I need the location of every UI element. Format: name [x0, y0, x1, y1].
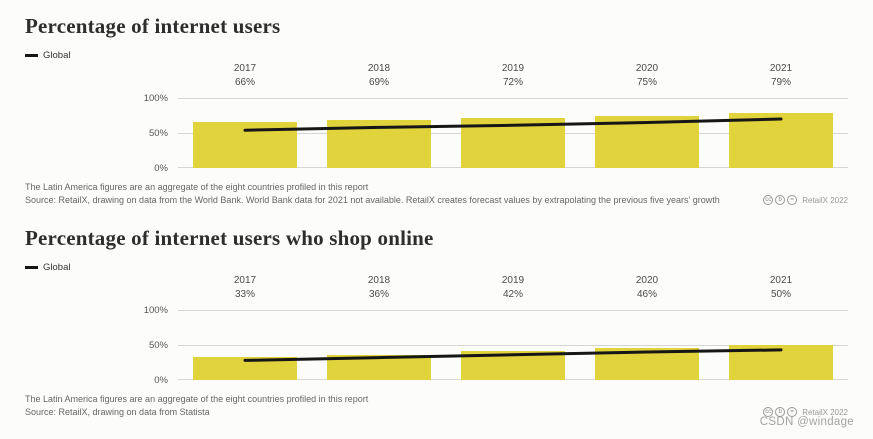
chart-footer: The Latin America figures are an aggrega… [25, 393, 854, 428]
value-label: 46% [636, 289, 657, 300]
year-label: 2019 [501, 275, 525, 286]
column-header: 2020 75% [580, 63, 714, 88]
column-header: 2019 72% [446, 63, 580, 88]
global-line-swatch-icon [25, 265, 38, 269]
year-label: 2017 [233, 63, 257, 74]
credit: cc b = RetailX 2022 [763, 407, 848, 417]
y-axis: 100% 50% 0% [120, 305, 168, 386]
column-headers: 2017 33% 2018 36% 2019 42% 2020 46% 2021 50% [178, 275, 848, 300]
year-label: 2021 [769, 275, 793, 286]
year-label: 2018 [367, 63, 391, 74]
plot-area: 100% 50% 0% [144, 93, 848, 174]
global-trend-line [243, 117, 783, 132]
column-header: 2020 46% [580, 275, 714, 300]
online-shoppers-chart: Percentage of internet users who shop on… [25, 226, 854, 428]
chart-legend: Global [25, 261, 848, 273]
cc-icon: cc [763, 407, 774, 417]
global-trend-line [243, 348, 783, 362]
value-label: 66% [234, 77, 255, 88]
value-label: 36% [368, 289, 389, 300]
y-tick-label: 0% [154, 163, 168, 174]
cc-nd-icon: = [787, 407, 798, 417]
bar-2017 [193, 356, 297, 380]
year-label: 2017 [233, 275, 257, 286]
value-label: 42% [502, 289, 523, 300]
gridline-100 [178, 310, 848, 311]
column-headers: 2017 66% 2018 69% 2019 72% 2020 75% 2021 79% [178, 63, 848, 88]
chart-title: Percentage of internet users who shop on… [25, 226, 434, 250]
column-header: 2021 50% [714, 275, 848, 300]
value-label: 75% [636, 77, 657, 88]
column-header: 2017 33% [178, 275, 312, 300]
value-label: 72% [502, 77, 523, 88]
year-label: 2020 [635, 275, 659, 286]
cc-nd-icon: = [787, 195, 798, 205]
chart-area: 2017 66% 2018 69% 2019 72% 2020 75% 2021 79% 100%… [144, 63, 848, 174]
global-line-swatch-icon [25, 53, 38, 57]
y-tick-label: 50% [148, 128, 168, 139]
legend-label: Global [43, 49, 71, 61]
column-header: 2019 42% [446, 275, 580, 300]
column-header: 2018 69% [312, 63, 446, 88]
y-tick-label: 0% [154, 375, 168, 386]
y-axis: 100% 50% 0% [120, 93, 168, 174]
bar-2021 [729, 112, 833, 168]
cc-by-icon: b [775, 195, 786, 205]
year-label: 2019 [501, 63, 525, 74]
csdn-watermark: CSDN @windage [759, 416, 854, 428]
cc-icon: cc [763, 195, 774, 205]
y-tick-label: 50% [148, 340, 168, 351]
source-note: Source: RetailX, drawing on data from St… [25, 406, 210, 417]
year-label: 2018 [367, 275, 391, 286]
source-note: Source: RetailX, drawing on data from th… [25, 194, 720, 205]
legend-label: Global [43, 261, 71, 273]
credit: cc b = RetailX 2022 [763, 195, 848, 205]
cc-by-icon: b [775, 407, 786, 417]
gridline-100 [178, 98, 848, 99]
column-header: 2018 36% [312, 275, 446, 300]
gridline-50 [178, 345, 848, 346]
value-label: 33% [234, 289, 255, 300]
year-label: 2021 [769, 63, 793, 74]
footnote: The Latin America figures are an aggrega… [25, 182, 369, 192]
y-tick-label: 100% [143, 93, 168, 104]
plot-area: 100% 50% 0% [144, 305, 848, 386]
year-label: 2020 [635, 63, 659, 74]
y-tick-label: 100% [143, 305, 168, 316]
column-header: 2017 66% [178, 63, 312, 88]
chart-title: Percentage of internet users [25, 14, 281, 38]
chart-footer: The Latin America figures are an aggrega… [25, 181, 848, 206]
column-header: 2021 79% [714, 63, 848, 88]
chart-area: 2017 33% 2018 36% 2019 42% 2020 46% 2021 50% 100%… [144, 275, 848, 386]
credit-text: RetailX 2022 [802, 407, 848, 417]
credit-text: RetailX 2022 [802, 195, 848, 205]
internet-users-chart: Percentage of internet users Global 2017… [25, 14, 848, 206]
value-label: 69% [368, 77, 389, 88]
chart-legend: Global [25, 49, 848, 61]
value-label: 50% [770, 289, 791, 300]
footnote: The Latin America figures are an aggrega… [25, 394, 369, 404]
value-label: 79% [770, 77, 791, 88]
